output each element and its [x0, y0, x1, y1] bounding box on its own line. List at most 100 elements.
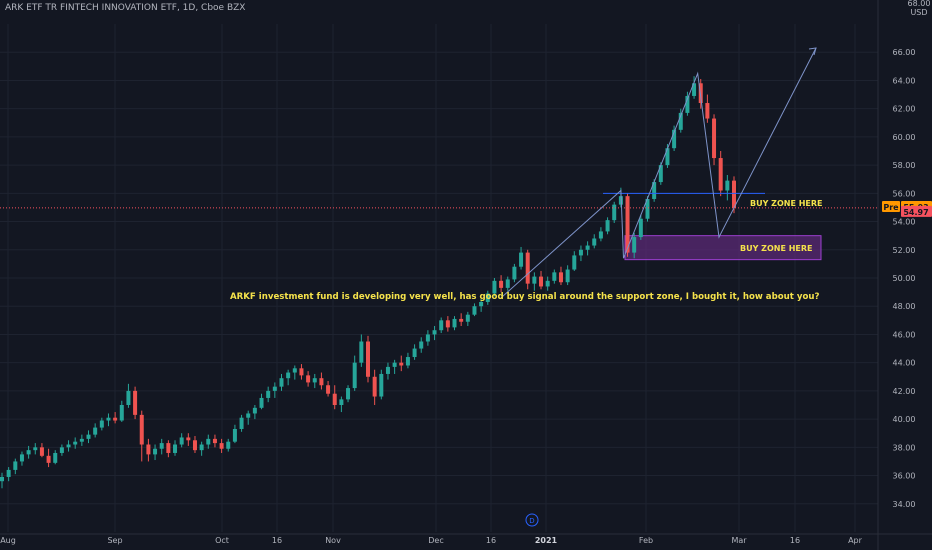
candle-body	[379, 374, 383, 397]
buy-zone-box-label: BUY ZONE HERE	[740, 244, 813, 253]
pre-badge-label: Pre	[883, 203, 899, 212]
candle-body	[426, 334, 430, 341]
grid	[0, 24, 878, 532]
candle-body	[339, 399, 343, 405]
y-tick-label: 50.00	[893, 274, 916, 283]
candle-body	[705, 103, 709, 119]
candle-body	[472, 306, 476, 314]
candle-body	[266, 391, 270, 398]
candle-body	[393, 363, 397, 367]
y-tick-label: 52.00	[893, 246, 916, 255]
candle-body	[519, 253, 523, 267]
candle-body	[599, 231, 603, 238]
candle-body	[246, 413, 250, 417]
candle-body	[206, 439, 210, 445]
y-tick-label: 66.00	[893, 48, 916, 57]
candle-body	[100, 421, 104, 428]
candle-body	[240, 418, 244, 429]
candle-body	[53, 453, 57, 463]
x-axis: Aug Sep Oct 16 Nov Dec 16 2021 Feb Mar 16 Apr D	[0, 514, 862, 545]
candle-body	[712, 119, 716, 159]
candle-body	[213, 439, 217, 443]
buy-zone-label: BUY ZONE HERE	[750, 199, 823, 208]
candle-body	[579, 250, 583, 256]
candle-body	[406, 357, 410, 365]
candle-body	[33, 447, 37, 450]
candle-body	[592, 238, 596, 245]
candle-body	[572, 255, 576, 269]
candle-body	[313, 378, 317, 382]
candle-body	[279, 378, 283, 386]
candle-body	[386, 367, 390, 374]
candle-body	[47, 456, 51, 463]
candle-body	[632, 237, 636, 253]
candle-body	[7, 470, 11, 477]
x-tick-label: 16	[272, 536, 282, 545]
candle-body	[732, 181, 736, 208]
candle-body	[326, 385, 330, 393]
candle-body	[506, 279, 510, 287]
candle-body	[719, 158, 723, 190]
candle-body	[180, 437, 184, 444]
candle-body	[286, 373, 290, 379]
candle-body	[153, 449, 157, 455]
candle-body	[299, 368, 303, 375]
candle-body	[359, 342, 363, 363]
dividend-marker-label: D	[529, 517, 534, 525]
candle-body	[559, 272, 563, 282]
candle-body	[366, 342, 370, 377]
candle-body	[200, 445, 204, 451]
candle-body	[532, 277, 536, 284]
candles	[0, 76, 736, 488]
candle-body	[459, 319, 463, 322]
x-tick-label: Apr	[848, 536, 863, 545]
candle-body	[586, 246, 590, 250]
y-tick-label: 56.00	[893, 189, 916, 198]
candle-body	[453, 319, 457, 327]
candle-body	[725, 181, 729, 191]
candle-body	[346, 388, 350, 399]
candle-body	[173, 445, 177, 453]
x-tick-label: Mar	[731, 536, 747, 545]
candle-body	[479, 302, 483, 306]
y-tick-label: 40.00	[893, 415, 916, 424]
candle-body	[67, 445, 71, 448]
x-tick-label: Dec	[428, 536, 443, 545]
candle-body	[439, 320, 443, 330]
candle-body	[353, 363, 357, 388]
candle-body	[253, 408, 257, 414]
pattern-drawings	[0, 48, 878, 298]
candle-body	[226, 442, 230, 449]
candle-body	[27, 450, 31, 454]
candle-body	[606, 220, 610, 231]
candle-body	[552, 272, 556, 280]
candle-body	[665, 148, 669, 165]
candle-body	[106, 418, 110, 421]
candle-body	[293, 368, 297, 372]
candle-body	[566, 270, 570, 283]
candle-body	[526, 253, 530, 284]
candle-body	[273, 387, 277, 391]
candle-body	[73, 442, 77, 445]
y-tick-label: 60.00	[893, 133, 916, 142]
y-tick-label: 54.00	[893, 218, 916, 227]
candle-body	[166, 443, 170, 453]
candle-body	[160, 443, 164, 449]
y-tick-label: 38.00	[893, 443, 916, 452]
candle-body	[93, 428, 97, 435]
candle-body	[133, 391, 137, 415]
candle-body	[60, 447, 64, 453]
candle-body	[333, 394, 337, 405]
candle-body	[446, 320, 450, 327]
candle-body	[413, 349, 417, 357]
candle-body	[466, 315, 470, 322]
annotation-text: ARKF investment fund is developing very …	[230, 292, 819, 302]
candle-body	[419, 342, 423, 349]
candle-body	[40, 447, 44, 455]
candle-body	[113, 418, 117, 421]
candle-body	[499, 281, 503, 288]
candle-body	[220, 443, 224, 449]
candle-body	[13, 461, 17, 469]
